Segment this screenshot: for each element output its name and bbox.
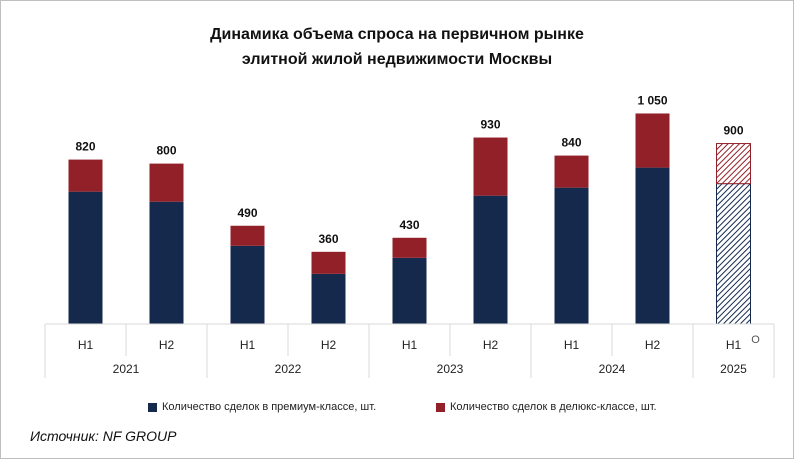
bar-premium-2022-h2 — [311, 273, 346, 324]
bar-deluxe-2023-h2 — [473, 137, 508, 196]
total-label-2025-h1: 900 — [723, 124, 743, 138]
x-tick-half-2021-h1: H1 — [78, 338, 94, 352]
x-tick-half-2025-h1: H1 — [726, 338, 742, 352]
x-tick-half-2022-h2: H2 — [321, 338, 337, 352]
x-tick-half-2024-h2: H2 — [645, 338, 661, 352]
bar-premium-2025-h1 — [716, 183, 751, 325]
bar-deluxe-2023-h1 — [392, 237, 427, 258]
legend-item-deluxe: Количество сделок в делюкс-классе, шт. — [436, 401, 657, 413]
x-tick-half-2022-h1: H1 — [240, 338, 256, 352]
x-tick-year-2025: 2025 — [720, 362, 747, 376]
total-label-2021-h2: 800 — [156, 144, 176, 158]
bar-premium-2021-h2 — [149, 201, 184, 324]
bar-deluxe-2021-h2 — [149, 163, 184, 202]
bar-premium-2023-h1 — [392, 257, 427, 324]
bar-deluxe-2024-h2 — [635, 113, 670, 168]
total-label-2023-h2: 930 — [480, 118, 500, 132]
chart-title-line-2: элитной жилой недвижимости Москвы — [241, 51, 553, 68]
forecast-marker: O — [751, 334, 760, 346]
bar-deluxe-2021-h1 — [68, 159, 103, 192]
total-label-2024-h1: 840 — [561, 136, 581, 150]
x-tick-half-2023-h1: H1 — [402, 338, 418, 352]
bar-premium-2024-h2 — [635, 167, 670, 324]
total-label-2021-h1: 820 — [75, 140, 95, 154]
chart-title-line-1: Динамика объема спроса на первичном рынк… — [210, 26, 584, 43]
total-label-2022-h1: 490 — [237, 206, 257, 220]
x-tick-year-2023: 2023 — [437, 362, 464, 376]
bar-premium-2022-h1 — [230, 245, 265, 324]
total-label-2022-h2: 360 — [318, 232, 338, 246]
bar-deluxe-2024-h1 — [554, 155, 589, 188]
x-tick-half-2021-h2: H2 — [159, 338, 175, 352]
total-label-2023-h1: 430 — [399, 218, 419, 232]
bar-premium-2021-h1 — [68, 191, 103, 324]
total-label-2024-h2: 1 050 — [637, 93, 667, 107]
x-tick-half-2023-h2: H2 — [483, 338, 499, 352]
bar-deluxe-2022-h1 — [230, 225, 265, 246]
bar-premium-2024-h1 — [554, 187, 589, 324]
bar-deluxe-2025-h1 — [716, 143, 751, 185]
legend-swatch-deluxe — [436, 402, 445, 412]
source-note: Источник: NF GROUP — [30, 428, 177, 444]
legend-label-premium: Количество сделок в премиум-классе, шт. — [162, 401, 377, 413]
legend-swatch-premium — [148, 402, 157, 412]
x-tick-year-2022: 2022 — [275, 362, 302, 376]
x-tick-year-2021: 2021 — [113, 362, 140, 376]
bar-premium-2023-h2 — [473, 195, 508, 324]
bar-deluxe-2022-h2 — [311, 251, 346, 274]
x-tick-year-2024: 2024 — [599, 362, 626, 376]
legend-label-deluxe: Количество сделок в делюкс-классе, шт. — [450, 401, 657, 413]
x-tick-half-2024-h1: H1 — [564, 338, 580, 352]
legend-item-premium: Количество сделок в премиум-классе, шт. — [148, 401, 376, 413]
